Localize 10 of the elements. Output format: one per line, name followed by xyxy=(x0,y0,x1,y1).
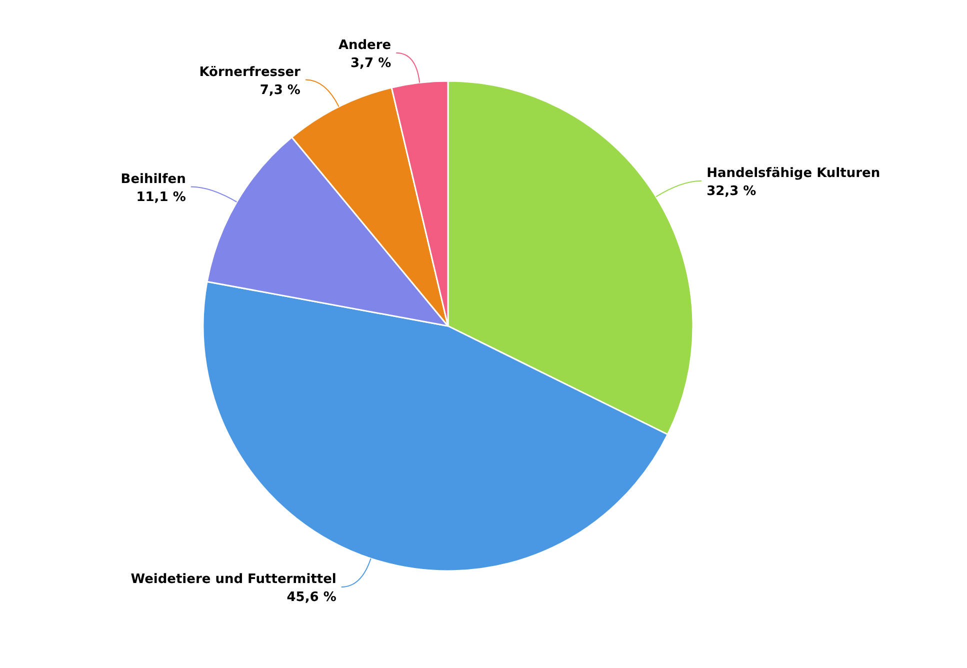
data-label: 3,7 % xyxy=(350,56,392,71)
slice-label: Handelsfähige Kulturen xyxy=(706,166,880,181)
data-label: 7,3 % xyxy=(260,82,300,98)
data-label: 11,1 % xyxy=(136,190,186,205)
slice-label: Andere xyxy=(338,38,392,53)
slice-label: Körnerfresser xyxy=(199,64,302,80)
slice-label: Weidetiere und Futtermittel xyxy=(130,572,336,587)
data-label: 32,3 % xyxy=(706,184,756,199)
slice-label: Beihilfen xyxy=(120,172,186,187)
data-label: 45,6 % xyxy=(286,590,336,605)
